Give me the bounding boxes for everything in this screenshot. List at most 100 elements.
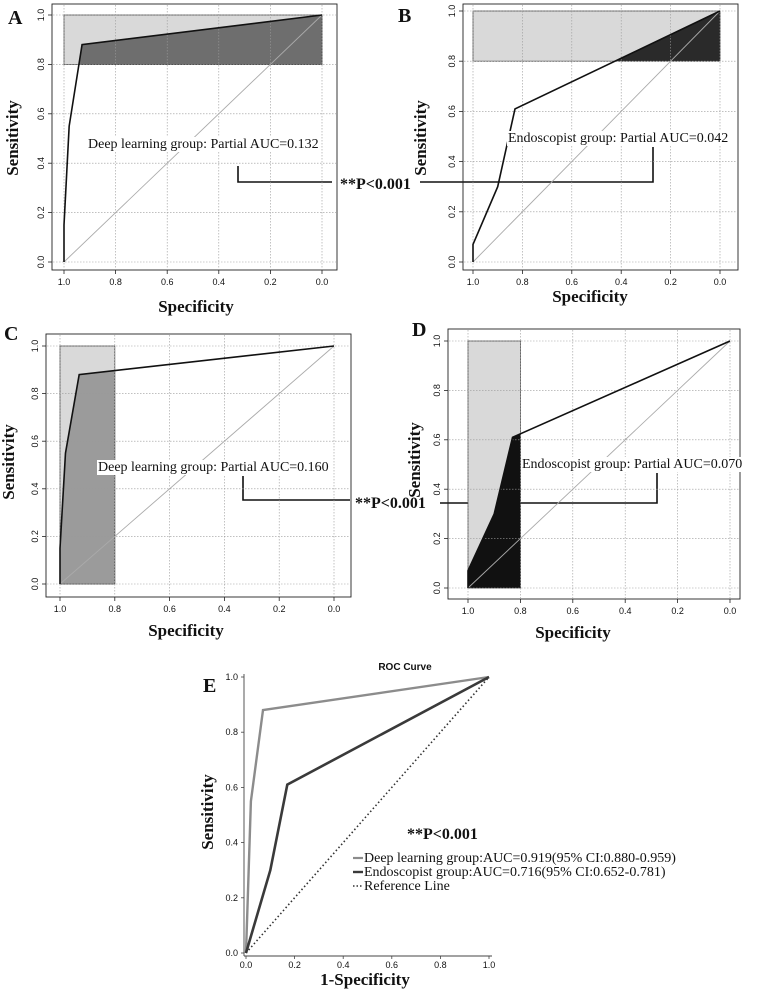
- x-tick-label: 0.4: [615, 277, 628, 287]
- connector-right-ab: [420, 147, 654, 183]
- x-tick-label: 0.8: [109, 277, 122, 287]
- x-tick-label: 0.2: [273, 604, 286, 614]
- y-tick-label: 0.0: [447, 256, 457, 269]
- y-tick-label: 0.4: [36, 157, 46, 170]
- x-tick-label: 0.6: [161, 277, 174, 287]
- roc-curve: [472, 10, 721, 262]
- legend-label: Reference Line: [364, 879, 450, 894]
- x-tick-label: 0.8: [516, 277, 529, 287]
- x-tick-label: 0.0: [240, 960, 253, 970]
- x-tick-label: 0.6: [567, 606, 580, 616]
- y-tick-label: 0.8: [225, 727, 238, 737]
- x-axis-title: Specificity: [148, 621, 224, 640]
- y-axis-title: Sensitivity: [0, 424, 18, 500]
- panel-c: 1.0 0.8 0.6 0.4 0.2 0.0 0.0 0.2 0.4 0.6 0.8 1.0 C Spe…: [0, 323, 352, 640]
- y-tick-label: 1.0: [30, 340, 40, 353]
- p-value-connectors: [237, 147, 658, 504]
- x-axis-title: Specificity: [535, 623, 611, 642]
- y-axis-title: Sensitivity: [411, 100, 430, 176]
- annotation-background: [97, 460, 330, 475]
- y-tick-label: 0.4: [30, 483, 40, 496]
- y-tick-label: 0.8: [36, 58, 46, 71]
- partial-auc-annotation: Deep learning group: Partial AUC=0.132: [88, 137, 319, 152]
- x-tick-label: 0.4: [213, 277, 226, 287]
- partial-auc-annotation: Deep learning group: Partial AUC=0.160: [98, 460, 329, 475]
- x-tick-label: 0.2: [288, 960, 301, 970]
- y-tick-label: 0.6: [30, 435, 40, 448]
- y-tick-label: 0.8: [30, 387, 40, 400]
- x-tick-label: 0.6: [386, 960, 399, 970]
- roc-curve: [59, 345, 335, 584]
- y-tick-label: 0.4: [225, 838, 238, 848]
- y-axis-title: Sensitivity: [3, 100, 22, 176]
- connector-left-ab: [237, 166, 332, 183]
- y-tick-label: 0.0: [30, 578, 40, 591]
- x-tick-label: 0.0: [316, 277, 329, 287]
- y-tick-label: 0.0: [36, 256, 46, 269]
- panel-a: 1.0 0.8 0.6 0.4 0.2 0.0 0.0 0.2 0.4 0.6 0.8 1.0 A Spe…: [3, 3, 338, 316]
- x-axis-title: Specificity: [552, 287, 628, 306]
- x-tick-label: 1.0: [462, 606, 475, 616]
- x-axis-title: Specificity: [158, 297, 234, 316]
- pvalue-label-cd: **P<0.001: [355, 495, 426, 512]
- x-tick-label: 0.2: [671, 606, 684, 616]
- y-tick-label: 1.0: [225, 672, 238, 682]
- plot-frame: [51, 3, 338, 271]
- chart-title: ROC Curve: [378, 662, 432, 673]
- y-tick-label: 0.6: [447, 105, 457, 118]
- x-tick-label: 0.0: [724, 606, 737, 616]
- x-tick-label: 1.0: [54, 604, 67, 614]
- legend-label: Deep learning group:AUC=0.919(95% CI:0.8…: [364, 851, 676, 866]
- roc-curve: [63, 14, 323, 262]
- x-tick-label: 0.4: [337, 960, 350, 970]
- x-tick-label: 0.2: [664, 277, 677, 287]
- series-line-deep-learning: [244, 675, 490, 954]
- y-tick-label: 0.6: [36, 108, 46, 121]
- panel-b: 1.0 0.8 0.6 0.4 0.2 0.0 0.0 0.2 0.4 0.6 0.8 1.0 B Spe…: [398, 3, 739, 306]
- y-tick-label: 0.2: [447, 206, 457, 219]
- roc-curve: [467, 340, 731, 588]
- y-tick-label: 0.4: [432, 483, 442, 496]
- annotation-background: [507, 131, 730, 146]
- y-tick-label: 0.8: [447, 55, 457, 68]
- plot-frame: [462, 3, 739, 271]
- panel-label: A: [8, 7, 23, 29]
- y-tick-label: 0.0: [225, 948, 238, 958]
- partial-auc-annotation: Endoscopist group: Partial AUC=0.070: [522, 457, 742, 472]
- y-tick-label: 0.2: [36, 206, 46, 219]
- x-tick-label: 0.4: [218, 604, 231, 614]
- x-tick-label: 0.0: [328, 604, 341, 614]
- pvalue-label-e: **P<0.001: [407, 826, 478, 843]
- y-tick-label: 0.8: [432, 384, 442, 397]
- annotation-background: [521, 457, 744, 472]
- y-tick-label: 0.2: [30, 530, 40, 543]
- y-tick-label: 0.2: [225, 893, 238, 903]
- y-axis-title: Sensitivity: [405, 422, 424, 498]
- x-tick-label: 0.6: [566, 277, 579, 287]
- panel-e: ROC Curve 0.0 0.2 0.4 0.6 0.8 1.0 0.0 0.2 0.4 0.6 0…: [198, 662, 676, 989]
- x-tick-label: 0.4: [619, 606, 632, 616]
- x-tick-label: 0.8: [514, 606, 527, 616]
- x-tick-label: 0.8: [434, 960, 447, 970]
- y-tick-label: 1.0: [447, 5, 457, 18]
- x-tick-label: 0.2: [264, 277, 277, 287]
- y-tick-label: 0.2: [432, 532, 442, 545]
- panel-d: 1.0 0.8 0.6 0.4 0.2 0.0 0.0 0.2 0.4 0.6 0.8 1.0 D Spe…: [405, 319, 744, 642]
- panel-label: D: [412, 319, 426, 341]
- partial-auc-annotation: Endoscopist group: Partial AUC=0.042: [508, 131, 728, 146]
- x-tick-label: 0.0: [714, 277, 727, 287]
- x-tick-label: 0.8: [109, 604, 122, 614]
- x-axis-title: 1-Specificity: [320, 970, 410, 989]
- legend-label: Endoscopist group:AUC=0.716(95% CI:0.652…: [364, 865, 666, 880]
- plot-frame: [45, 333, 352, 598]
- y-tick-label: 0.4: [447, 155, 457, 168]
- y-tick-label: 1.0: [36, 9, 46, 22]
- x-tick-label: 0.6: [163, 604, 176, 614]
- series-line-reference: [245, 676, 490, 954]
- y-tick-label: 0.0: [432, 582, 442, 595]
- y-axis-title: Sensitivity: [198, 774, 217, 850]
- panel-label: C: [4, 323, 18, 345]
- annotation-background: [87, 137, 320, 152]
- panel-label: E: [203, 675, 216, 697]
